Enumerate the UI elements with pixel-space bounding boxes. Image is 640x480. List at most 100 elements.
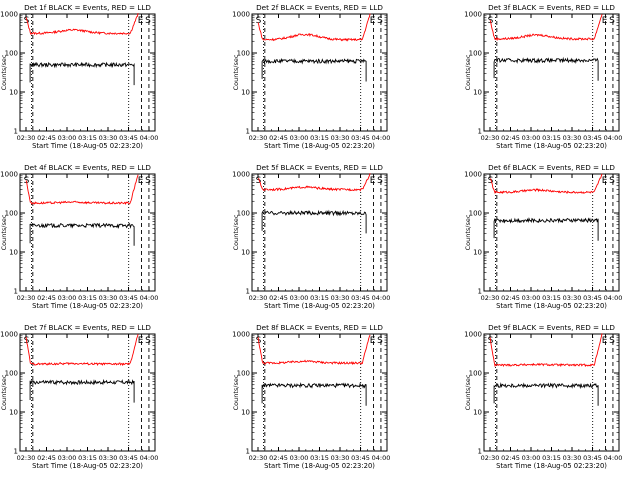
x-tick-label: 02:45 <box>269 454 288 462</box>
x-tick-label: 02:30 <box>17 294 36 302</box>
x-tick-label: 02:30 <box>249 454 268 462</box>
y-axis-label: Counts/sec <box>0 54 8 90</box>
x-axis-label: Start Time (18-Aug-05 02:23:20) <box>264 302 375 310</box>
plot-frame <box>251 13 388 132</box>
x-tick-label: 03:00 <box>522 134 541 142</box>
plot-frame <box>19 333 156 452</box>
x-tick-label: 03:15 <box>310 454 329 462</box>
x-axis-label: Start Time (18-Aug-05 02:23:20) <box>496 142 607 150</box>
x-tick-label: 03:15 <box>310 134 329 142</box>
x-tick-label: 03:15 <box>310 294 329 302</box>
y-axis-label: Counts/sec <box>232 214 240 250</box>
events-series-line <box>29 61 135 86</box>
y-tick-label: 1 <box>246 288 250 296</box>
chart-title: Det 6f BLACK = Events, RED = LLD <box>488 163 615 172</box>
marker-label: E <box>138 336 144 346</box>
events-series-line <box>493 56 599 81</box>
chart-panel: Det 7f BLACK = Events, RED = LLD 1 10 100 10… <box>0 323 158 470</box>
x-tick-label: 04:00 <box>140 454 159 462</box>
marker-label: S <box>256 16 262 26</box>
plot-frame <box>19 173 156 292</box>
events-series-line <box>29 378 135 403</box>
x-axis-label: Start Time (18-Aug-05 02:23:20) <box>496 302 607 310</box>
x-tick-label: 03:45 <box>351 294 370 302</box>
y-tick-label: 100 <box>5 370 18 378</box>
x-tick-label: 03:45 <box>351 134 370 142</box>
x-tick-label: 02:45 <box>269 134 288 142</box>
y-tick-label: 1 <box>478 128 482 136</box>
x-tick-label: 02:45 <box>37 294 56 302</box>
x-axis-label: Start Time (18-Aug-05 02:23:20) <box>32 302 143 310</box>
marker-label: E <box>602 336 608 346</box>
lld-series-line <box>257 173 371 192</box>
events-series-line <box>261 209 367 234</box>
x-tick-label: 02:30 <box>17 454 36 462</box>
x-tick-label: 04:00 <box>604 294 623 302</box>
y-tick-label: 100 <box>469 370 482 378</box>
plot-frame <box>483 333 620 452</box>
x-axis-label: Start Time (18-Aug-05 02:23:20) <box>264 462 375 470</box>
x-tick-label: 04:00 <box>140 294 159 302</box>
x-tick-label: 03:45 <box>583 134 602 142</box>
lld-series-line <box>25 174 139 206</box>
y-tick-label: 1 <box>14 448 18 456</box>
y-tick-label: 10 <box>9 409 18 417</box>
x-tick-label: 02:45 <box>501 454 520 462</box>
x-tick-label: 03:15 <box>542 294 561 302</box>
y-tick-label: 1000 <box>0 331 18 339</box>
x-tick-label: 03:00 <box>290 134 309 142</box>
events-series-line <box>261 382 367 406</box>
x-tick-label: 03:30 <box>563 454 582 462</box>
marker-label: E <box>602 176 608 186</box>
marker-label: S <box>609 336 615 346</box>
y-tick-label: 1000 <box>232 331 250 339</box>
y-tick-label: 1 <box>246 448 250 456</box>
lld-series-line <box>489 173 603 195</box>
chart-title: Det 8f BLACK = Events, RED = LLD <box>256 323 383 332</box>
x-tick-label: 03:45 <box>119 454 138 462</box>
plot-frame <box>19 13 156 132</box>
marker-label: E <box>370 16 376 26</box>
lld-series-line <box>489 333 603 368</box>
x-tick-label: 04:00 <box>372 294 391 302</box>
y-axis-label: Counts/sec <box>232 54 240 90</box>
chart-panel: Det 3f BLACK = Events, RED = LLD 1 10 100 10… <box>464 3 622 150</box>
chart-panel: Det 4f BLACK = Events, RED = LLD 1 10 100 10… <box>0 163 158 310</box>
x-axis-label: Start Time (18-Aug-05 02:23:20) <box>32 462 143 470</box>
events-series-line <box>261 57 367 82</box>
x-tick-label: 03:00 <box>290 454 309 462</box>
plot-frame <box>483 13 620 132</box>
x-tick-label: 02:30 <box>249 294 268 302</box>
x-tick-label: 03:15 <box>542 134 561 142</box>
marker-label: S <box>609 176 615 186</box>
y-tick-label: 1000 <box>464 331 482 339</box>
y-tick-label: 10 <box>9 249 18 257</box>
lld-series-line <box>257 334 371 366</box>
marker-label: S <box>377 16 383 26</box>
y-tick-label: 10 <box>473 89 482 97</box>
y-tick-label: 1 <box>14 288 18 296</box>
lld-series-line <box>25 334 139 367</box>
y-axis-label: Counts/sec <box>464 214 472 250</box>
x-tick-label: 03:15 <box>78 454 97 462</box>
x-tick-label: 03:30 <box>99 454 118 462</box>
x-tick-label: 04:00 <box>372 454 391 462</box>
marker-label: S <box>377 336 383 346</box>
x-axis-label: Start Time (18-Aug-05 02:23:20) <box>496 462 607 470</box>
y-tick-label: 1 <box>478 448 482 456</box>
y-axis-label: Counts/sec <box>464 374 472 410</box>
x-tick-label: 02:30 <box>249 134 268 142</box>
x-tick-label: 03:15 <box>78 134 97 142</box>
marker-label: E <box>138 176 144 186</box>
x-tick-label: 03:30 <box>563 134 582 142</box>
x-axis-label: Start Time (18-Aug-05 02:23:20) <box>264 142 375 150</box>
y-tick-label: 10 <box>473 249 482 257</box>
y-axis-label: Counts/sec <box>0 374 8 410</box>
chart-panel: Det 5f BLACK = Events, RED = LLD 1 10 100 10… <box>232 163 390 310</box>
x-tick-label: 03:45 <box>119 134 138 142</box>
x-tick-label: 02:45 <box>501 294 520 302</box>
y-tick-label: 10 <box>241 89 250 97</box>
marker-label: S <box>377 176 383 186</box>
chart-title: Det 5f BLACK = Events, RED = LLD <box>256 163 383 172</box>
